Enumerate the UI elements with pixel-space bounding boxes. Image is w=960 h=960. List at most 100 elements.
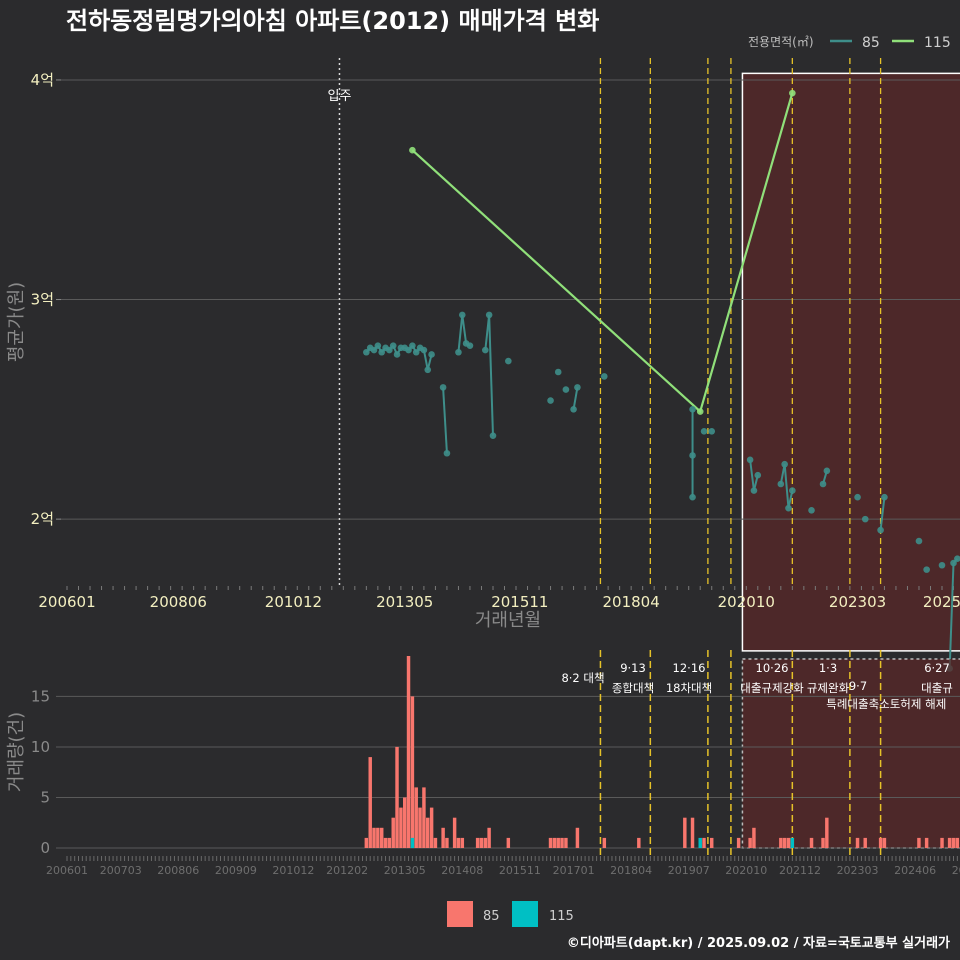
xtick-label: 2025 bbox=[923, 593, 960, 611]
policy-name-label: 18차대책 bbox=[666, 681, 712, 695]
volume-bar-85 bbox=[368, 757, 372, 848]
point-85 bbox=[877, 526, 884, 534]
volume-xtick-label: 200806 bbox=[157, 864, 199, 877]
policy-date-label: 1·3 bbox=[819, 661, 837, 675]
xtick-label: 202303 bbox=[829, 593, 886, 611]
volume-bar-85 bbox=[855, 837, 860, 848]
bottom-legend-label-85: 85 bbox=[483, 909, 500, 924]
volume-y-axis-title: 거래량(건) bbox=[6, 712, 27, 792]
point-85 bbox=[808, 507, 815, 514]
volume-xtick-label: 202406 bbox=[894, 864, 936, 877]
volume-bar-85 bbox=[418, 807, 422, 848]
volume-bar-85 bbox=[475, 837, 480, 848]
series-segment-85 bbox=[457, 314, 464, 353]
point-85 bbox=[554, 368, 562, 376]
volume-bar-85 bbox=[556, 837, 560, 848]
point-85 bbox=[405, 346, 412, 354]
volume-bar-85 bbox=[391, 817, 395, 848]
volume-xtick-label: 201511 bbox=[499, 864, 541, 877]
point-85 bbox=[950, 559, 957, 567]
volume-bar-85 bbox=[564, 837, 568, 848]
legend-title: 전용면적(㎡) bbox=[748, 35, 814, 49]
volume-xtick-label: 201907 bbox=[668, 864, 710, 877]
volume-bar-85 bbox=[955, 837, 960, 848]
volume-xtick-label: 201804 bbox=[610, 864, 652, 877]
point-85 bbox=[458, 311, 466, 319]
legend-label-85: 85 bbox=[862, 35, 880, 51]
series-segment-85 bbox=[783, 464, 790, 509]
point-115 bbox=[789, 89, 796, 97]
policy-date-label: 9·7 bbox=[849, 679, 867, 693]
point-85 bbox=[547, 397, 554, 404]
point-85 bbox=[466, 342, 474, 349]
volume-bar-85 bbox=[560, 837, 564, 848]
point-85 bbox=[854, 493, 861, 501]
volume-bar-85 bbox=[825, 817, 829, 848]
volume-bar-85 bbox=[376, 827, 380, 848]
volume-bar-85 bbox=[380, 827, 384, 848]
volume-bar-85 bbox=[786, 837, 791, 848]
volume-xtick-label: 201012 bbox=[272, 864, 314, 877]
y-axis-title: 평균가(원) bbox=[6, 282, 27, 362]
bottom-legend-label-115: 115 bbox=[549, 909, 574, 924]
point-85 bbox=[700, 427, 708, 435]
point-85 bbox=[689, 452, 696, 459]
policy-name-label: 종합대책 bbox=[612, 681, 654, 695]
point-85 bbox=[562, 386, 570, 393]
volume-xtick-label: 200909 bbox=[215, 864, 257, 877]
point-85 bbox=[386, 346, 393, 354]
point-85 bbox=[823, 467, 831, 475]
volume-bar-85 bbox=[426, 817, 430, 848]
point-85 bbox=[489, 432, 497, 439]
volume-bar-85 bbox=[917, 837, 921, 848]
credit-text: ©디아파트(dapt.kr) / 2025.09.02 / 자료=국토교통부 실… bbox=[567, 935, 950, 951]
volume-bar-85 bbox=[924, 837, 929, 848]
ytick-label: 3억 bbox=[31, 291, 54, 309]
bottom-legend: 85 115 bbox=[447, 901, 574, 927]
volume-bar-85 bbox=[383, 837, 388, 848]
volume-bar-85 bbox=[456, 837, 461, 848]
volume-xtick-label: 200703 bbox=[100, 864, 142, 877]
point-85 bbox=[370, 346, 378, 354]
series-segment-85 bbox=[422, 349, 429, 370]
point-85 bbox=[443, 449, 451, 457]
series-segment-85 bbox=[749, 459, 755, 491]
legend-label-115: 115 bbox=[924, 35, 951, 51]
volume-bar-85 bbox=[602, 837, 607, 848]
volume-xtick-label: 201408 bbox=[441, 864, 483, 877]
volume-xtick-label: 201202 bbox=[326, 864, 368, 877]
volume-bar-85 bbox=[445, 837, 449, 848]
point-85 bbox=[708, 427, 716, 435]
point-85 bbox=[923, 566, 930, 573]
volume-bar-85 bbox=[452, 817, 457, 848]
volume-xtick-label: 202303 bbox=[837, 864, 879, 877]
xtick-label: 201511 bbox=[491, 593, 548, 611]
volume-bar-85 bbox=[406, 656, 411, 848]
volume-ytick-label: 0 bbox=[40, 839, 50, 857]
volume-bar-85 bbox=[683, 817, 687, 848]
volume-bar-85 bbox=[940, 837, 944, 848]
point-85 bbox=[754, 471, 762, 479]
volume-bar-85 bbox=[433, 837, 438, 848]
series-segment-85 bbox=[572, 387, 579, 410]
volume-bar-85 bbox=[710, 837, 714, 848]
point-85 bbox=[424, 366, 432, 374]
volume-xtick-label: 202509 bbox=[952, 864, 960, 877]
point-85 bbox=[570, 406, 577, 413]
volume-ytick-label: 10 bbox=[31, 738, 50, 756]
policy-extra-label: 토허제 해제 bbox=[890, 697, 947, 711]
volume-bar-85 bbox=[487, 827, 491, 848]
point-85 bbox=[785, 504, 792, 512]
point-85 bbox=[689, 493, 696, 501]
point-85 bbox=[750, 487, 758, 494]
xtick-label: 200601 bbox=[38, 593, 95, 611]
point-85 bbox=[777, 480, 785, 488]
volume-bar-85 bbox=[387, 837, 392, 848]
point-85 bbox=[861, 515, 869, 523]
volume-bar-85 bbox=[506, 837, 511, 848]
volume-bar-85 bbox=[479, 837, 484, 848]
volume-bar-85 bbox=[947, 837, 952, 848]
volume-xtick-label: 201701 bbox=[553, 864, 595, 877]
volume-bar-85 bbox=[548, 837, 553, 848]
